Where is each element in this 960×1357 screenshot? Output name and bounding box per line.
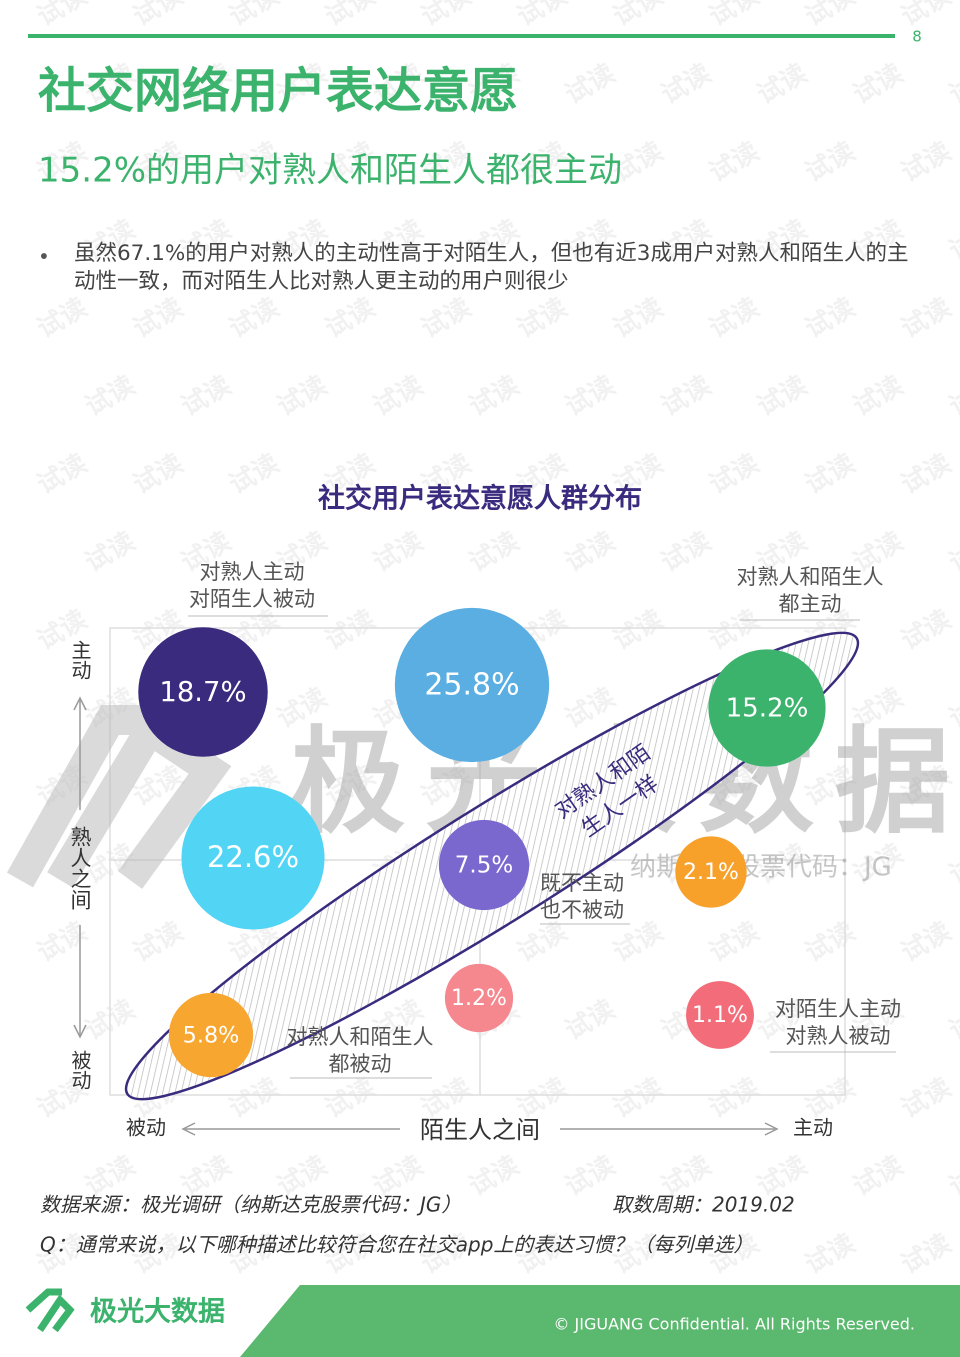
copyright: © JIGUANG Confidential. All Rights Reser…: [553, 1315, 915, 1334]
y-axis-label: 熟人之间: [68, 826, 92, 910]
value-label: 22.6%: [207, 840, 299, 874]
annotation: 都主动: [779, 592, 842, 616]
bubble: [686, 981, 754, 1049]
footer-logo-mark: [25, 1288, 75, 1333]
axes: [73, 696, 779, 1136]
value-label: 1.1%: [692, 1003, 748, 1028]
footer-band: [240, 1285, 960, 1357]
bubble: [394, 607, 550, 763]
title: 社交网络用户表达意愿: [38, 63, 518, 119]
annotation: 对陌生人被动: [189, 587, 315, 611]
y-tick-label: 主动: [68, 640, 92, 680]
annotation: 对熟人被动: [786, 1024, 891, 1048]
bullet-box: 虽然67.1%的用户对熟人的主动性高于对陌生人，但也有近3成用户对熟人和陌生人的…: [74, 241, 909, 294]
annotation: 都被动: [329, 1052, 392, 1076]
value-label: 25.8%: [424, 668, 519, 703]
annotation: 既不主动: [540, 871, 624, 895]
y-tick-label: 被动: [68, 1050, 92, 1090]
annotation: 对熟人和陌生人: [287, 1025, 434, 1049]
x-axis-label: 陌生人之间: [420, 1116, 540, 1144]
bubble: [181, 786, 325, 930]
value-label: 7.5%: [455, 853, 513, 879]
bubble: [168, 992, 254, 1078]
value-label: 2.1%: [683, 860, 739, 885]
bubble: [138, 627, 268, 757]
value-label: 15.2%: [726, 694, 809, 724]
annotation: 对陌生人主动: [775, 997, 901, 1021]
x-tick-label: 被动: [126, 1116, 166, 1140]
chart-title: 社交用户表达意愿人群分布: [318, 483, 642, 515]
subtitle: 15.2%的用户对熟人和陌生人都很主动: [38, 151, 622, 191]
bullet-text: 虽然67.1%的用户对熟人的主动性高于对陌生人，但也有近3成用户对熟人和陌生人的…: [74, 241, 909, 294]
footer-logo: 极光大数据: [90, 1297, 225, 1328]
page-number: 8: [912, 28, 922, 46]
x-tick-label: 主动: [793, 1116, 833, 1140]
bullet-dot: •: [38, 245, 50, 269]
value-label: 18.7%: [159, 676, 246, 708]
annotation: 对熟人主动: [200, 560, 305, 584]
bubble: [708, 649, 826, 767]
bubble: [438, 819, 530, 911]
question: Q：通常来说，以下哪种描述比较符合您在社交app上的表达习惯？（每列单选）: [40, 1233, 753, 1257]
ticker-text: 纳斯达克股票代码：JG: [630, 853, 892, 883]
period: 取数周期：2019.02: [612, 1193, 795, 1217]
bubble: [675, 836, 747, 908]
value-label: 1.2%: [451, 986, 507, 1011]
annotation: 对熟人和陌生人: [737, 565, 884, 589]
bubble: [444, 963, 514, 1033]
source: 数据来源：极光调研（纳斯达克股票代码：JG）: [40, 1193, 461, 1217]
annotation: 也不被动: [540, 898, 624, 922]
value-label: 5.8%: [183, 1023, 240, 1049]
